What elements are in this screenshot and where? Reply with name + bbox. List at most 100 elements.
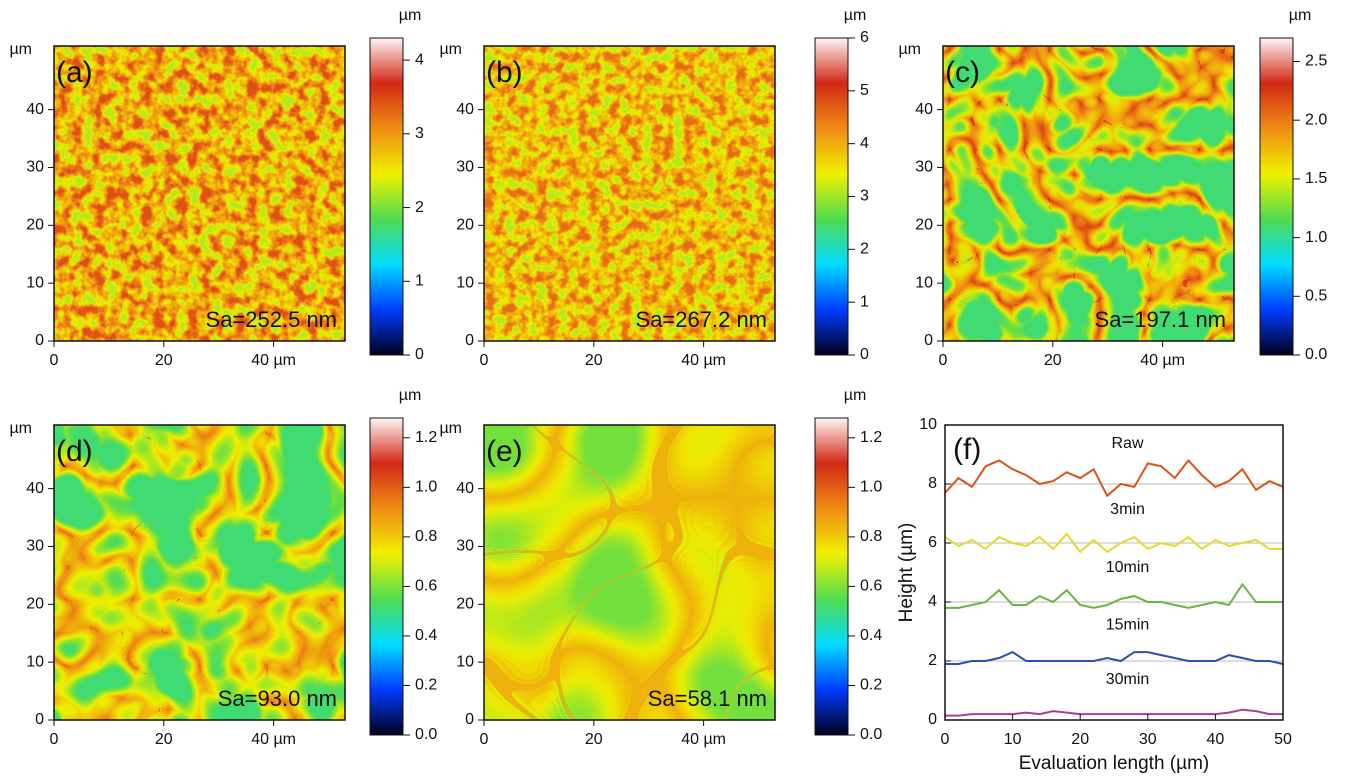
y-tick-label: 2 xyxy=(928,652,937,669)
x-tick-label: 40 µm xyxy=(251,352,296,369)
colorbar-tick-label: 0.4 xyxy=(860,627,882,644)
x-tick-label: 10 xyxy=(1004,731,1022,748)
colorbar-tick-label: 1.2 xyxy=(415,429,437,446)
x-tick-label: 40 µm xyxy=(681,731,726,748)
x-tick-label: 0 xyxy=(480,731,489,748)
x-tick-label: 0 xyxy=(50,731,59,748)
plot-frame xyxy=(53,45,346,342)
y-axis-label: Height (µm) xyxy=(896,523,917,623)
colorbar-tick-label: 0.8 xyxy=(415,528,437,545)
colorbar-tick-label: 0.0 xyxy=(415,726,437,743)
colorbar-tick-label: 1.0 xyxy=(860,479,882,496)
x-tick-label: 30 xyxy=(1139,731,1157,748)
colorbar-tick-label: 0.4 xyxy=(415,627,437,644)
colorbar-tick-label: 2 xyxy=(860,241,869,258)
y-tick-label: 30 xyxy=(26,538,44,555)
colorbar-unit: µm xyxy=(844,387,867,404)
colorbar-unit: µm xyxy=(399,7,422,24)
y-tick-label: 40 xyxy=(915,101,933,118)
colorbar xyxy=(369,37,404,356)
y-tick-label: 10 xyxy=(919,416,937,433)
y-tick-label: 6 xyxy=(928,534,937,551)
y-tick-label: 10 xyxy=(915,274,933,291)
colorbar-tick-label: 0.8 xyxy=(860,528,882,545)
y-tick-label: 30 xyxy=(456,159,474,176)
x-tick-label: 40 xyxy=(1207,731,1225,748)
colorbar-tick-label: 0.2 xyxy=(415,677,437,694)
colorbar-unit: µm xyxy=(844,7,867,24)
data-line xyxy=(945,650,1284,665)
series-label: 10min xyxy=(1106,559,1150,576)
y-axis-unit: µm xyxy=(9,420,32,437)
colorbar-tick-label: 0 xyxy=(860,346,869,363)
y-tick-label: 40 xyxy=(456,480,474,497)
y-tick-label: 30 xyxy=(456,538,474,555)
x-tick-label: 20 xyxy=(585,731,603,748)
x-tick-label: 20 xyxy=(1044,352,1062,369)
x-tick-label: 20 xyxy=(1071,731,1089,748)
panel-label: (e) xyxy=(486,435,523,468)
x-tick-label: 40 µm xyxy=(1140,352,1185,369)
colorbar-tick-label: 0 xyxy=(415,346,424,363)
height-map xyxy=(54,425,345,720)
colorbar-tick-label: 6 xyxy=(860,29,869,46)
x-tick-label: 20 xyxy=(155,352,173,369)
y-tick-label: 20 xyxy=(26,596,44,613)
y-tick-label: 0 xyxy=(35,332,44,349)
y-tick-label: 10 xyxy=(26,274,44,291)
y-tick-label: 20 xyxy=(26,217,44,234)
data-line xyxy=(944,532,1283,554)
colorbar-tick-label: 0.0 xyxy=(1305,346,1327,363)
colorbar-tick-label: 1.0 xyxy=(1305,229,1327,246)
plot-frame xyxy=(483,424,776,721)
colorbar-tick-label: 0.2 xyxy=(860,677,882,694)
plot-frame xyxy=(942,45,1235,342)
x-tick-label: 40 µm xyxy=(251,731,296,748)
y-tick-label: 0 xyxy=(465,711,474,728)
height-map xyxy=(54,46,345,341)
colorbar-tick-label: 1.2 xyxy=(860,429,882,446)
y-tick-label: 30 xyxy=(915,159,933,176)
y-tick-label: 20 xyxy=(456,596,474,613)
colorbar-unit: µm xyxy=(1289,7,1312,24)
colorbar-tick-label: 4 xyxy=(415,51,424,68)
colorbar-tick-label: 4 xyxy=(860,135,869,152)
colorbar-unit: µm xyxy=(399,387,422,404)
plot-frame xyxy=(53,424,346,721)
colorbar xyxy=(1259,37,1294,356)
y-tick-label: 4 xyxy=(928,593,937,610)
x-tick-label: 40 µm xyxy=(681,352,726,369)
y-tick-label: 10 xyxy=(456,274,474,291)
x-tick-label: 0 xyxy=(939,352,948,369)
data-line xyxy=(944,458,1284,498)
colorbar-tick-label: 0.6 xyxy=(860,578,882,595)
colorbar-tick-label: 0.6 xyxy=(415,578,437,595)
panel-label: (a) xyxy=(56,56,93,89)
colorbar-tick-label: 5 xyxy=(860,82,869,99)
y-tick-label: 0 xyxy=(35,711,44,728)
height-map xyxy=(484,46,775,341)
x-tick-label: 50 xyxy=(1274,731,1292,748)
x-tick-label: 0 xyxy=(941,731,950,748)
series-label: 3min xyxy=(1110,501,1145,518)
series-label: 15min xyxy=(1106,617,1150,634)
roughness-annotation: Sa=58.1 nm xyxy=(648,686,767,711)
data-line xyxy=(945,582,1283,609)
panel-label: (f) xyxy=(953,433,981,466)
panel-label: (c) xyxy=(945,56,980,89)
colorbar-tick-label: 0.5 xyxy=(1305,288,1327,305)
y-axis-unit: µm xyxy=(439,420,462,437)
roughness-annotation: Sa=252.5 nm xyxy=(206,307,337,332)
series-label: 30min xyxy=(1106,671,1150,688)
y-axis-unit: µm xyxy=(9,41,32,58)
y-tick-label: 10 xyxy=(456,653,474,670)
colorbar-tick-label: 1.5 xyxy=(1305,170,1327,187)
data-line xyxy=(945,708,1283,717)
y-tick-label: 10 xyxy=(26,653,44,670)
colorbar-tick-label: 2.5 xyxy=(1305,53,1327,70)
colorbar xyxy=(814,417,849,736)
roughness-annotation: Sa=197.1 nm xyxy=(1095,307,1226,332)
colorbar-tick-label: 1 xyxy=(415,272,424,289)
y-tick-label: 30 xyxy=(26,159,44,176)
